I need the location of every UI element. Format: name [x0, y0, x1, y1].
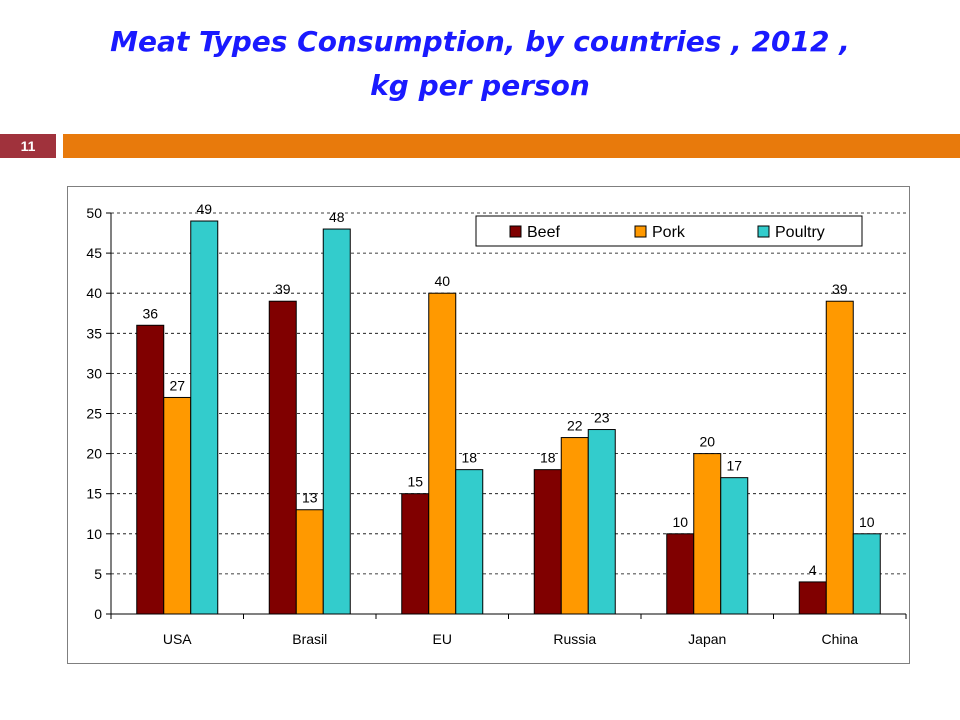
y-tick-label: 40: [86, 285, 102, 301]
page-number-badge: 11: [0, 134, 56, 158]
legend-swatch: [757, 225, 770, 238]
slide-title: Meat Types Consumption, by countries , 2…: [0, 20, 960, 108]
data-label: 27: [169, 377, 185, 393]
data-label: 23: [594, 410, 610, 426]
data-label: 39: [275, 281, 291, 297]
bar-pork: [163, 396, 192, 615]
bar-poultry: [587, 429, 616, 615]
bar-poultry: [852, 533, 881, 615]
y-tick-label: 5: [94, 566, 102, 582]
bar-pork: [825, 300, 854, 615]
x-tick-label: EU: [433, 631, 452, 647]
data-label: 22: [567, 418, 583, 434]
data-label: 18: [540, 450, 556, 466]
legend-swatch: [634, 225, 647, 238]
y-tick-label: 20: [86, 446, 102, 462]
data-label: 10: [859, 514, 875, 530]
bar-pork: [428, 292, 457, 615]
data-label: 17: [726, 458, 742, 474]
bar-pork: [295, 509, 324, 615]
y-tick-label: 35: [86, 325, 102, 341]
bar-pork: [693, 453, 722, 615]
y-tick-label: 10: [86, 526, 102, 542]
data-label: 18: [461, 450, 477, 466]
bar-beef: [268, 300, 297, 615]
x-tick-label: USA: [163, 631, 192, 647]
bar-beef: [798, 581, 827, 615]
data-label: 13: [302, 490, 318, 506]
bar-poultry: [720, 477, 749, 615]
x-tick-label: Japan: [688, 631, 726, 647]
bar-pork: [560, 437, 589, 615]
legend-label: Pork: [652, 224, 686, 241]
y-tick-label: 25: [86, 406, 102, 422]
legend: [475, 215, 863, 247]
y-tick-label: 50: [86, 205, 102, 221]
x-tick-label: China: [821, 631, 858, 647]
y-tick-label: 45: [86, 245, 102, 261]
bar-beef: [401, 493, 430, 615]
data-label: 20: [699, 434, 715, 450]
data-label: 15: [407, 474, 423, 490]
accent-bar: [63, 134, 960, 158]
data-label: 40: [434, 273, 450, 289]
bar-poultry: [322, 228, 351, 615]
slide-title-line-2: kg per person: [370, 69, 590, 102]
slide-title-line-1: Meat Types Consumption, by countries , 2…: [110, 25, 850, 58]
bar-beef: [666, 533, 695, 615]
bar-poultry: [190, 220, 219, 615]
data-label: 4: [809, 562, 817, 578]
x-tick-label: Brasil: [292, 631, 327, 647]
legend-label: Beef: [527, 224, 560, 241]
y-tick-label: 30: [86, 365, 102, 381]
data-label: 36: [142, 305, 158, 321]
x-tick-label: Russia: [553, 631, 596, 647]
bar-beef: [533, 469, 562, 615]
data-label: 48: [329, 209, 345, 225]
data-label: 10: [672, 514, 688, 530]
legend-swatch: [509, 225, 522, 238]
legend-label: Poultry: [775, 224, 825, 241]
data-label: 39: [832, 281, 848, 297]
bar-beef: [136, 324, 165, 615]
y-tick-label: 15: [86, 486, 102, 502]
bar-poultry: [455, 469, 484, 615]
y-tick-label: 0: [94, 606, 102, 622]
data-label: 49: [196, 201, 212, 217]
